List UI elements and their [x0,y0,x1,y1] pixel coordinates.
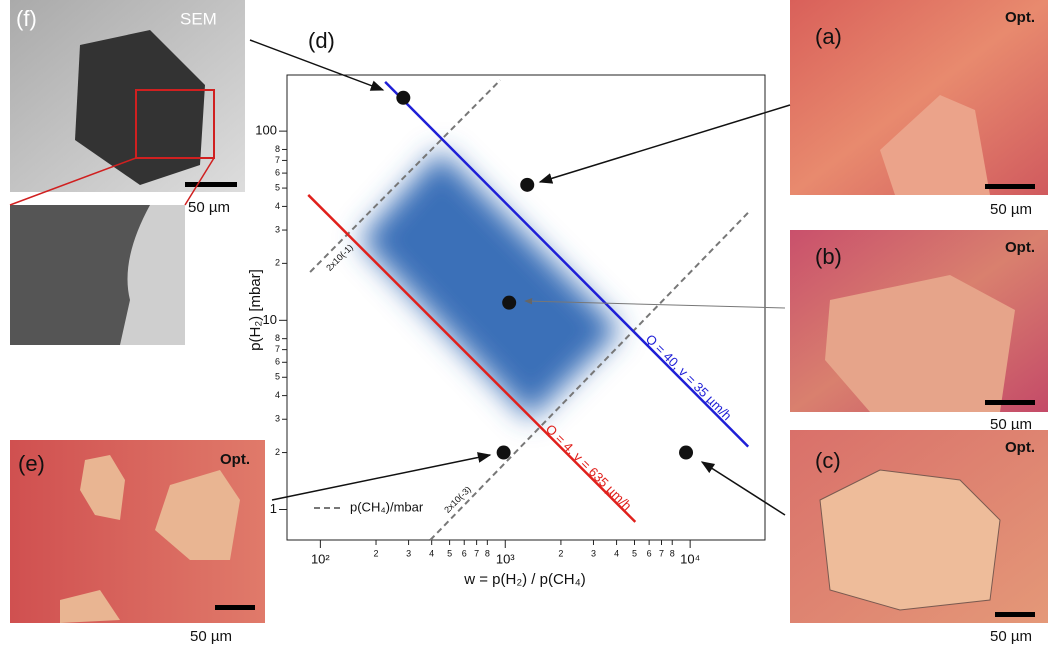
y-tick-label: 6 [275,167,280,177]
scale-label: 50 µm [188,199,230,216]
y-tick-label: 7 [275,344,280,354]
x-axis-label: w = p(H₂) / p(CH₄) [463,571,586,588]
x-tick-label: 6 [647,548,652,558]
panel-label: (e) [18,451,45,476]
y-tick-label: 8 [275,144,280,154]
x-tick-label: 2 [374,548,379,558]
scale-bar [185,182,237,187]
y-tick-label: 5 [275,372,280,382]
x-tick-label: 3 [406,548,411,558]
scale-bar [995,612,1035,617]
x-tick-label: 7 [474,548,479,558]
panel-b: (b) Opt. 50 µm [790,230,1048,433]
y-tick-label: 4 [275,201,280,211]
y-tick-label: 2 [275,258,280,268]
data-point [520,178,534,192]
legend-label: p(CH₄)/mbar [350,499,424,514]
y-tick-label: 3 [275,414,280,424]
x-tick-label: 4 [429,548,434,558]
y-axis-label: p(H₂) [mbar] [247,269,264,351]
x-tick-label: 10² [311,551,330,566]
chart-d: (d) w = p(H₂) / p(CH₄) p(H₂) [mbar] 10² 2… [247,28,765,588]
y-tick-label: 100 [255,123,277,138]
panel-f: (f) SEM 50 µm [10,0,245,345]
data-point [502,296,516,310]
data-point [679,446,693,460]
y-tick-label: 8 [275,333,280,343]
x-tick-label: 2 [558,548,563,558]
y-tick-label: 1 [270,501,277,516]
scale-bar [985,184,1035,189]
panel-label: (c) [815,448,841,473]
panel-a: (a) Opt. 50 µm [790,0,1048,218]
scale-label: 50 µm [990,201,1032,218]
panel-e: (e) Opt. 50 µm [10,440,265,645]
x-tick-label: 10⁴ [680,551,700,566]
panel-tag: Opt. [1005,239,1035,256]
x-tick-label: 5 [447,548,452,558]
y-tick-label: 4 [275,390,280,400]
x-tick-label: 5 [632,548,637,558]
panel-c: (c) Opt. 50 µm [790,430,1048,645]
y-tick-label: 3 [275,224,280,234]
scale-bar [215,605,255,610]
y-tick-label: 2 [275,447,280,457]
data-point [497,446,511,460]
y-tick-label: 7 [275,155,280,165]
data-point [396,91,410,105]
figure: (f) SEM 50 µm (e) Opt. 50 µm (a) Opt. 50… [0,0,1051,646]
scale-bar [985,400,1035,405]
x-tick-label: 7 [659,548,664,558]
panel-tag: Opt. [1005,9,1035,26]
x-tick-label: 8 [485,548,490,558]
x-tick-label: 3 [591,548,596,558]
x-tick-label: 10³ [496,551,515,566]
x-tick-label: 6 [462,548,467,558]
x-tick-label: 4 [614,548,619,558]
y-tick-label: 5 [275,182,280,192]
y-tick-label: 6 [275,357,280,367]
graphene-flake [825,275,1015,412]
x-tick-label: 8 [670,548,675,558]
panel-label: (f) [16,6,37,31]
scale-label: 50 µm [190,628,232,645]
y-tick-label: 10 [263,312,277,327]
panel-label: (d) [308,28,335,53]
panel-tag: Opt. [1005,439,1035,456]
panel-tag: SEM [180,9,217,28]
scale-label: 50 µm [990,628,1032,645]
panel-label: (a) [815,24,842,49]
panel-label: (b) [815,244,842,269]
panel-tag: Opt. [220,451,250,468]
